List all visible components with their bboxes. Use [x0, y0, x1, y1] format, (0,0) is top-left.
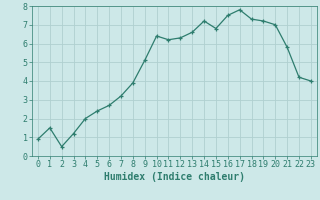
X-axis label: Humidex (Indice chaleur): Humidex (Indice chaleur) [104, 172, 245, 182]
